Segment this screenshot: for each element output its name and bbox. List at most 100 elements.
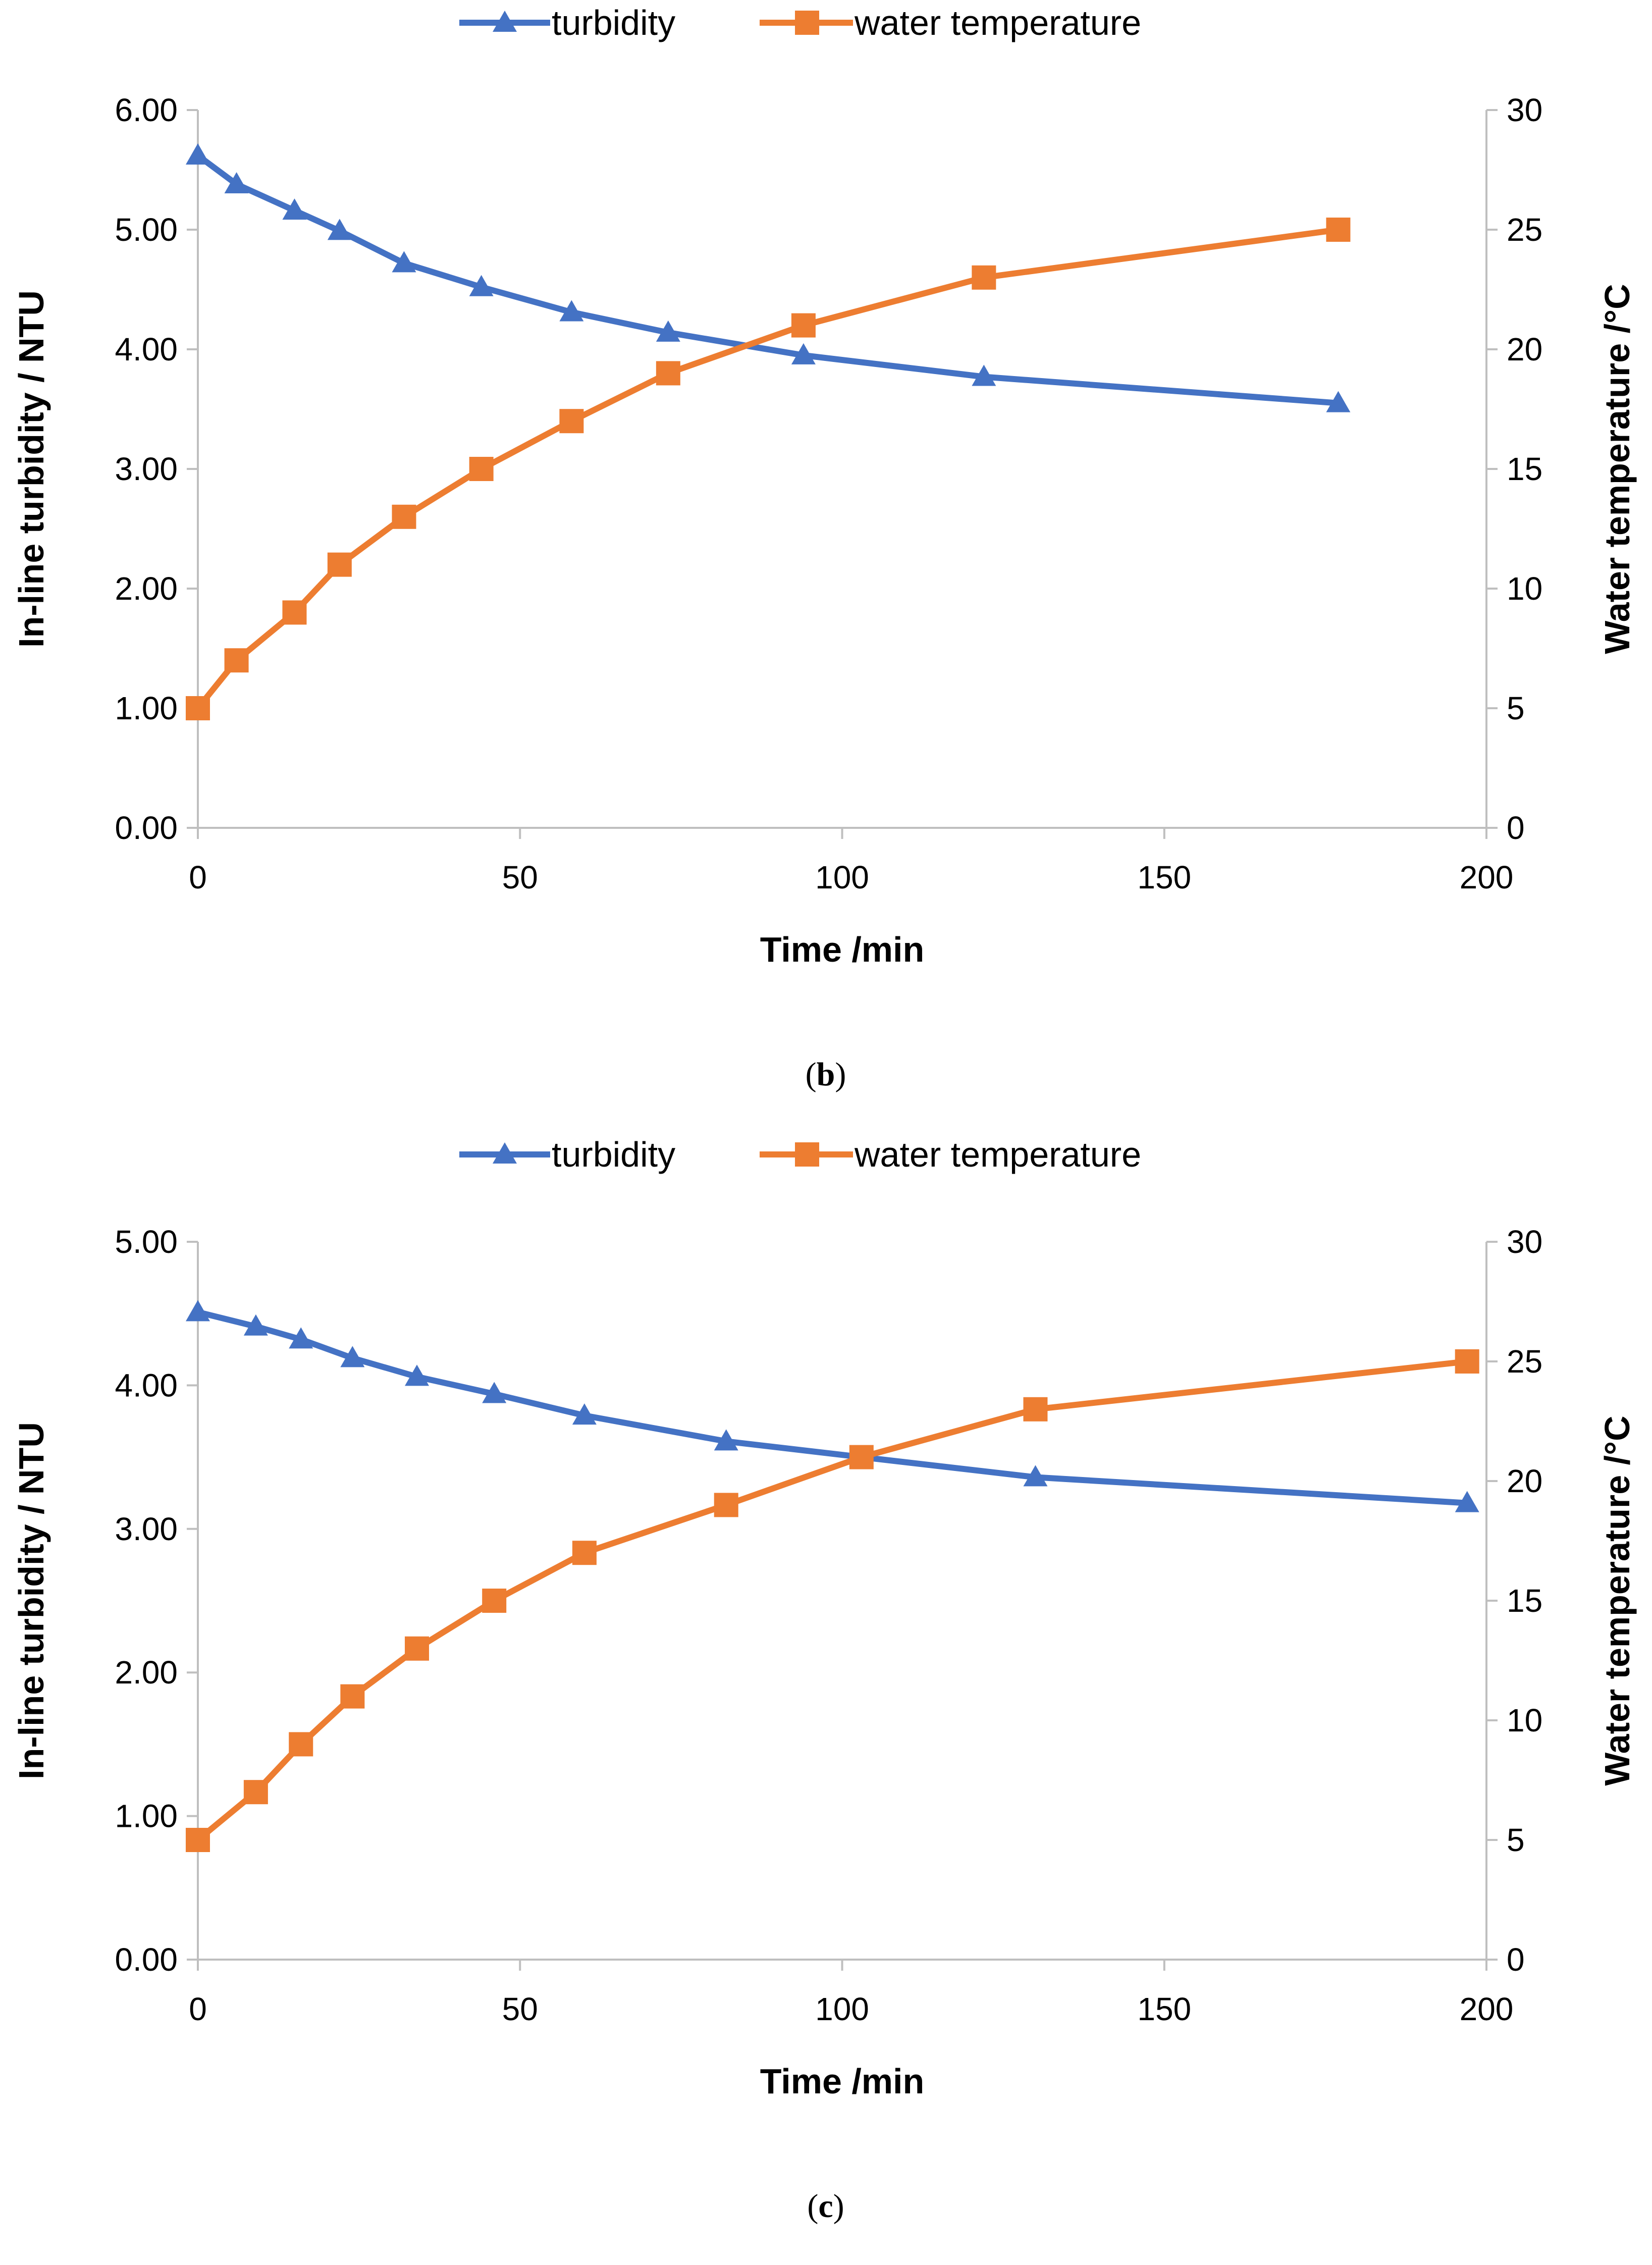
legend-marker-triangle <box>493 11 517 32</box>
y-tick-label: 0.00 <box>115 810 178 846</box>
y-tick-label: 0.00 <box>115 1941 178 1978</box>
y-tick-label: 3.00 <box>115 451 178 487</box>
legend-label-turbidity: turbidity <box>552 1135 675 1174</box>
x-tick-label: 100 <box>815 859 869 896</box>
x-tick-label: 0 <box>189 1991 207 2027</box>
data-point-water-temperature <box>289 1732 313 1757</box>
data-point-water-temperature <box>559 409 584 434</box>
data-point-turbidity <box>559 300 584 322</box>
y-tick-label: 1.00 <box>115 1798 178 1834</box>
data-point-water-temperature <box>186 1828 210 1852</box>
y-tick-label: 2.00 <box>115 570 178 607</box>
legend-marker-square <box>795 1142 819 1167</box>
y2-tick-label: 30 <box>1507 92 1542 128</box>
y-tick-label: 4.00 <box>115 331 178 367</box>
data-point-turbidity <box>469 275 494 296</box>
y2-tick-label: 20 <box>1507 1463 1542 1499</box>
y2-axis-title: Water temperature /°C <box>1597 284 1637 654</box>
data-point-turbidity <box>243 1314 268 1336</box>
data-point-turbidity <box>1326 391 1351 412</box>
data-point-turbidity <box>972 364 996 386</box>
data-point-turbidity <box>282 198 307 220</box>
y2-tick-label: 0 <box>1507 810 1525 846</box>
x-tick-label: 0 <box>189 859 207 896</box>
data-point-turbidity <box>186 143 210 165</box>
data-point-water-temperature <box>1455 1349 1479 1374</box>
data-point-water-temperature <box>482 1589 507 1613</box>
data-point-water-temperature <box>572 1541 597 1565</box>
data-point-turbidity <box>791 343 816 364</box>
y2-tick-label: 30 <box>1507 1224 1542 1260</box>
y2-tick-label: 0 <box>1507 1941 1525 1978</box>
x-tick-label: 50 <box>502 859 538 896</box>
legend-marker-square <box>795 11 819 35</box>
y-tick-label: 5.00 <box>115 212 178 248</box>
y-tick-label: 3.00 <box>115 1511 178 1547</box>
y-tick-label: 5.00 <box>115 1224 178 1260</box>
x-tick-label: 150 <box>1137 859 1191 896</box>
y-tick-label: 1.00 <box>115 690 178 726</box>
data-point-water-temperature <box>714 1493 738 1517</box>
data-point-water-temperature <box>791 313 816 338</box>
data-point-water-temperature <box>1326 218 1351 242</box>
data-point-turbidity <box>289 1327 313 1349</box>
data-point-water-temperature <box>1023 1397 1048 1421</box>
y2-tick-label: 5 <box>1507 690 1525 726</box>
data-point-water-temperature <box>656 361 680 386</box>
line-chart-b: 0.00 1.00 2.00 3.00 4.00 5.00 6.00 0 5 10 15 20 25 30… <box>12 3 1637 1093</box>
y2-tick-label: 10 <box>1507 1702 1542 1739</box>
data-point-water-temperature <box>392 504 416 529</box>
data-point-water-temperature <box>327 552 352 577</box>
legend-label-turbidity: turbidity <box>552 3 675 42</box>
y-tick-label: 6.00 <box>115 92 178 128</box>
data-point-water-temperature <box>243 1780 268 1805</box>
data-point-turbidity <box>656 320 680 342</box>
data-point-water-temperature <box>405 1636 430 1661</box>
x-tick-label: 50 <box>502 1991 538 2027</box>
data-point-turbidity <box>405 1364 430 1386</box>
panel-caption: (b) <box>806 1056 846 1093</box>
series-line-water-temperature <box>195 227 1339 710</box>
y2-tick-label: 15 <box>1507 1583 1542 1619</box>
chart-panel-b: 0.00 1.00 2.00 3.00 4.00 5.00 6.00 0 5 10 15 20 25 30… <box>0 0 1652 1131</box>
y-axis-title: In-line turbidity / NTU <box>12 1422 51 1779</box>
y2-tick-label: 25 <box>1507 1343 1542 1380</box>
y2-tick-label: 15 <box>1507 451 1542 487</box>
data-point-water-temperature <box>469 457 494 481</box>
line-chart-c: 0.00 1.00 2.00 3.00 4.00 5.00 0 5 10 15 20 25 30 0 50 1… <box>12 1135 1637 2225</box>
y2-tick-label: 25 <box>1507 212 1542 248</box>
data-point-water-temperature <box>224 648 249 673</box>
series-line-water-temperature <box>196 1358 1468 1842</box>
x-tick-label: 100 <box>815 1991 869 2027</box>
data-point-turbidity <box>224 172 249 193</box>
data-point-water-temperature <box>282 600 307 625</box>
x-axis-title: Time /min <box>760 2062 924 2101</box>
chart-panel-c: 0.00 1.00 2.00 3.00 4.00 5.00 0 5 10 15 20 25 30 0 50 1… <box>0 1132 1652 2262</box>
data-point-water-temperature <box>340 1684 365 1709</box>
data-point-turbidity <box>1455 1491 1479 1512</box>
legend-label-temperature: water temperature <box>854 3 1141 42</box>
panel-caption: (c) <box>807 2188 844 2225</box>
data-point-turbidity <box>482 1382 507 1403</box>
legend-label-temperature: water temperature <box>854 1135 1141 1174</box>
data-point-water-temperature <box>186 696 210 720</box>
data-point-turbidity <box>1023 1465 1048 1487</box>
y2-tick-label: 10 <box>1507 570 1542 607</box>
x-tick-label: 150 <box>1137 1991 1191 2027</box>
x-tick-label: 200 <box>1460 859 1514 896</box>
series-line-turbidity <box>197 1309 1468 1506</box>
data-point-turbidity <box>340 1346 365 1367</box>
data-point-turbidity <box>186 1300 210 1322</box>
y-axis-title: In-line turbidity / NTU <box>12 290 51 648</box>
x-tick-label: 200 <box>1460 1991 1514 2027</box>
y-tick-label: 4.00 <box>115 1367 178 1403</box>
data-point-water-temperature <box>972 265 996 290</box>
y2-tick-label: 5 <box>1507 1822 1525 1858</box>
y2-tick-label: 20 <box>1507 331 1542 367</box>
y2-axis-title: Water temperature /°C <box>1597 1415 1637 1785</box>
x-axis-title: Time /min <box>760 930 924 969</box>
y-tick-label: 2.00 <box>115 1654 178 1691</box>
data-point-water-temperature <box>849 1445 874 1469</box>
data-point-turbidity <box>327 219 352 240</box>
series-line-turbidity <box>196 153 1339 406</box>
